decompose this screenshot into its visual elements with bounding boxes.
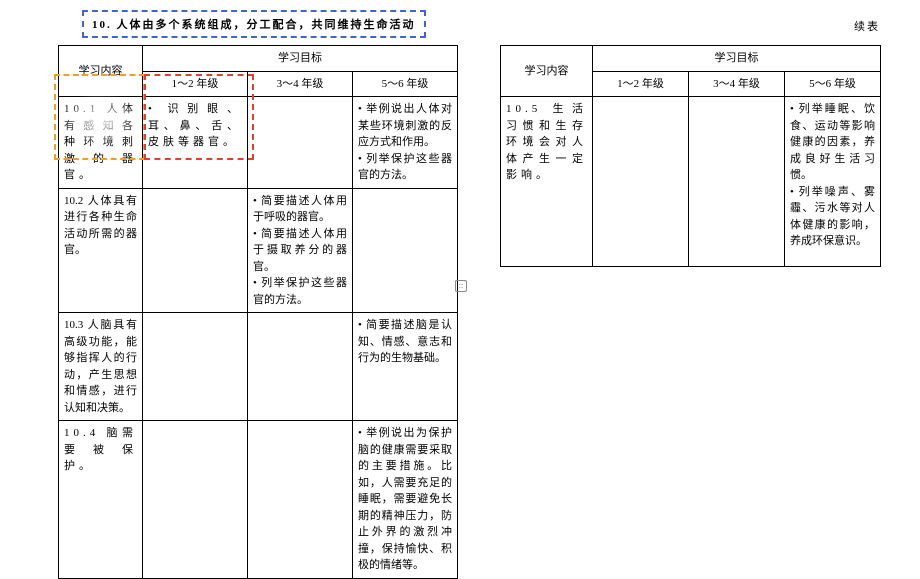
header-g12: 1～2 年级 — [593, 71, 689, 97]
cell-g12 — [143, 421, 248, 579]
cell-g56 — [353, 188, 458, 313]
table-row: 学习内容 学习目标 — [59, 46, 458, 72]
right-table: 学习内容 学习目标 1～2 年级 3～4 年级 5～6 年级 10.5 生活习惯… — [500, 45, 881, 267]
page-root: 10. 人体由多个系统组成，分工配合，共同维持生命活动 续表 学习内容 学习目标… — [0, 0, 920, 518]
cell-g12 — [593, 97, 689, 267]
cell-g56: • 列举睡眠、饮食、运动等影响健康的因素，养成良好生活习惯。• 列举噪声、雾霾、… — [785, 97, 881, 267]
cell-content: 10.5 生活习惯和生存环境会对人体产生一定影响。 — [501, 97, 593, 267]
cell-g56: • 举例说出为保护脑的健康需要采取的主要措施。比如，人需要充足的睡眠，需要避免长… — [353, 421, 458, 579]
header-g12: 1～2 年级 — [143, 71, 248, 97]
header-g34: 3～4 年级 — [248, 71, 353, 97]
table-row: 学习内容 学习目标 — [501, 46, 881, 72]
header-objectives: 学习目标 — [593, 46, 881, 72]
page-marker-icon: :: — [455, 280, 467, 292]
cell-g34 — [689, 97, 785, 267]
header-content: 学习内容 — [59, 46, 143, 97]
cell-g12: • 识别眼、耳、鼻、舌、皮肤等器官。 — [143, 97, 248, 189]
section-title: 10. 人体由多个系统组成，分工配合，共同维持生命活动 — [82, 10, 426, 38]
cell-g34 — [248, 421, 353, 579]
header-objectives: 学习目标 — [143, 46, 458, 72]
cell-content: 10.3 人脑具有高级功能，能够指挥人的行动，产生思想和情感，进行认知和决策。 — [59, 313, 143, 421]
cell-content: 10.4 脑需要被保护。 — [59, 421, 143, 579]
cell-g12 — [143, 188, 248, 313]
cell-g34: • 简要描述人体用于呼吸的器官。• 简要描述人体用于摄取养分的器官。• 列举保护… — [248, 188, 353, 313]
left-table: 学习内容 学习目标 1～2 年级 3～4 年级 5～6 年级 10.1 人体有感… — [58, 45, 458, 579]
cell-content: 10.2 人体具有进行各种生命活动所需的器官。 — [59, 188, 143, 313]
cell-g34 — [248, 313, 353, 421]
cell-g56: • 举例说出人体对某些环境刺激的反应方式和作用。• 列举保护这些器官的方法。 — [353, 97, 458, 189]
header-g34: 3～4 年级 — [689, 71, 785, 97]
table-row: 10.1 人体有感知各种环境刺激的器官。 • 识别眼、耳、鼻、舌、皮肤等器官。 … — [59, 97, 458, 189]
table-row: 10.5 生活习惯和生存环境会对人体产生一定影响。 • 列举睡眠、饮食、运动等影… — [501, 97, 881, 267]
table-row: 10.3 人脑具有高级功能，能够指挥人的行动，产生思想和情感，进行认知和决策。 … — [59, 313, 458, 421]
cell-g12 — [143, 313, 248, 421]
cell-g34 — [248, 97, 353, 189]
table-row: 10.4 脑需要被保护。 • 举例说出为保护脑的健康需要采取的主要措施。比如，人… — [59, 421, 458, 579]
cell-g56: • 简要描述脑是认知、情感、意志和行为的生物基础。 — [353, 313, 458, 421]
table-row: 10.2 人体具有进行各种生命活动所需的器官。 • 简要描述人体用于呼吸的器官。… — [59, 188, 458, 313]
header-g56: 5～6 年级 — [353, 71, 458, 97]
continued-label: 续表 — [854, 18, 880, 34]
cell-content: 10.1 人体有感知各种环境刺激的器官。 — [59, 97, 143, 189]
header-g56: 5～6 年级 — [785, 71, 881, 97]
section-title-text: 10. 人体由多个系统组成，分工配合，共同维持生命活动 — [92, 19, 416, 31]
header-content: 学习内容 — [501, 46, 593, 97]
